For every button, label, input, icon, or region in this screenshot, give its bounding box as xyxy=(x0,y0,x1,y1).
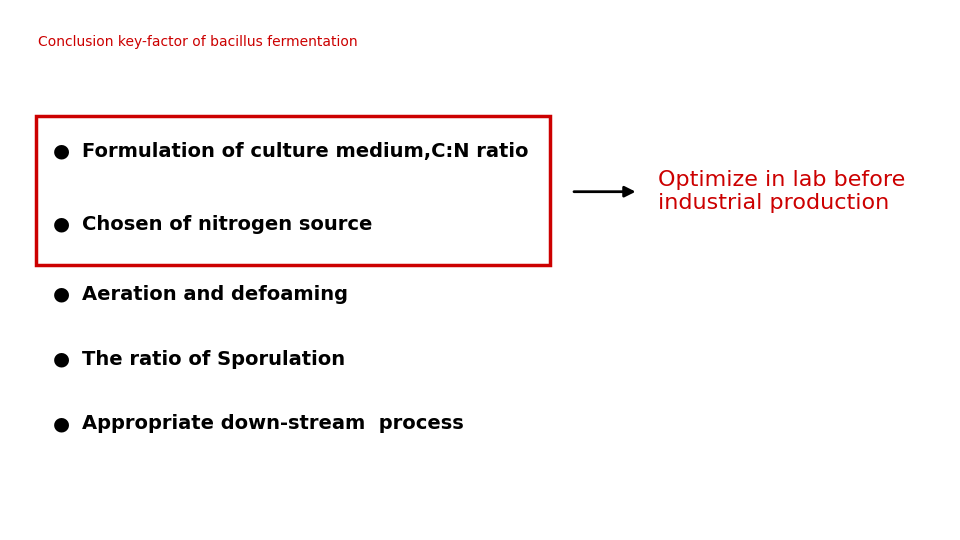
Text: Formulation of culture medium,C:N ratio: Formulation of culture medium,C:N ratio xyxy=(82,141,528,161)
Text: The ratio of Sporulation: The ratio of Sporulation xyxy=(82,349,345,369)
Text: Aeration and defoaming: Aeration and defoaming xyxy=(82,285,348,304)
Text: ●: ● xyxy=(53,214,70,234)
Text: Chosen of nitrogen source: Chosen of nitrogen source xyxy=(82,214,372,234)
Text: ●: ● xyxy=(53,285,70,304)
Text: Conclusion key-factor of bacillus fermentation: Conclusion key-factor of bacillus fermen… xyxy=(38,35,358,49)
Text: ●: ● xyxy=(53,349,70,369)
Text: Appropriate down-stream  process: Appropriate down-stream process xyxy=(82,414,464,434)
Text: Optimize in lab before
industrial production: Optimize in lab before industrial produc… xyxy=(658,170,905,213)
Text: ●: ● xyxy=(53,414,70,434)
Text: ●: ● xyxy=(53,141,70,161)
